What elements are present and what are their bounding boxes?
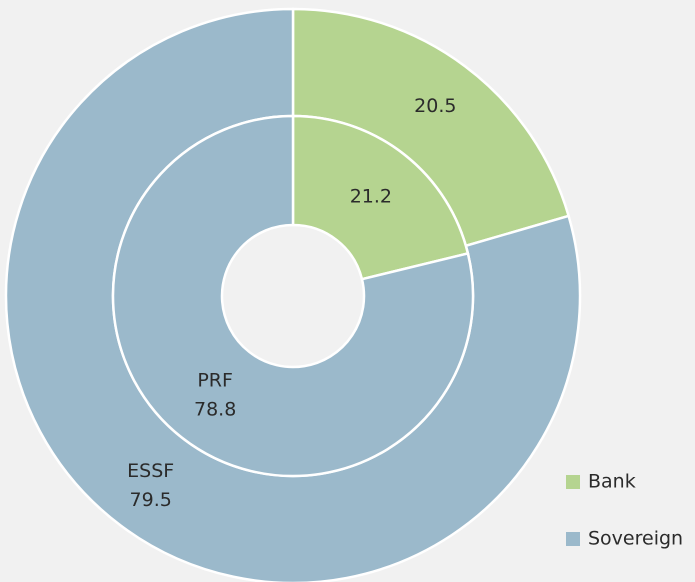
donut-segment: [111, 114, 475, 478]
legend-swatch: [566, 475, 580, 489]
data-label: 79.5: [130, 489, 172, 511]
legend-label: Bank: [588, 471, 636, 493]
data-label: 20.5: [414, 95, 456, 117]
data-label: 78.8: [194, 399, 236, 421]
data-label: 21.2: [350, 185, 392, 207]
donut-segment: [291, 114, 470, 281]
legend-label: Sovereign: [588, 528, 683, 550]
series-label: PRF: [197, 370, 233, 392]
legend-swatch: [566, 532, 580, 546]
series-label: ESSF: [127, 460, 174, 482]
